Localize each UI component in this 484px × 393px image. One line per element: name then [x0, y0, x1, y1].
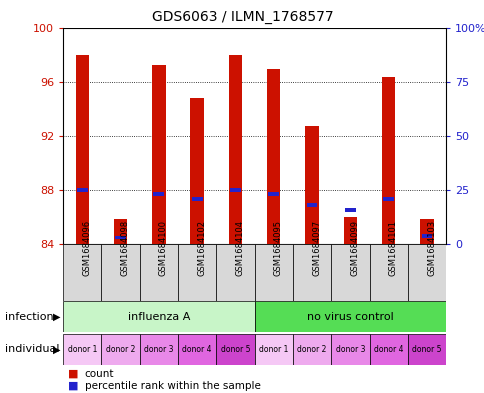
Text: GDS6063 / ILMN_1768577: GDS6063 / ILMN_1768577 [151, 10, 333, 24]
Text: GSM1684099: GSM1684099 [349, 220, 359, 276]
Bar [268, 193, 279, 196]
Text: GSM1684101: GSM1684101 [388, 220, 397, 276]
Bar [369, 334, 407, 365]
Bar [292, 334, 331, 365]
Bar [421, 234, 432, 238]
Bar [305, 126, 318, 244]
Text: donor 5: donor 5 [220, 345, 250, 354]
Text: percentile rank within the sample: percentile rank within the sample [85, 381, 260, 391]
Bar [191, 197, 202, 201]
Bar [306, 203, 317, 207]
Text: donor 3: donor 3 [335, 345, 364, 354]
Bar [178, 244, 216, 301]
Text: GSM1684098: GSM1684098 [120, 220, 129, 276]
Bar [344, 208, 355, 212]
Text: donor 5: donor 5 [411, 345, 441, 354]
Bar [76, 188, 88, 191]
Bar [153, 193, 164, 196]
Text: ▶: ▶ [53, 344, 60, 354]
Bar [381, 77, 394, 244]
Bar [63, 334, 101, 365]
Text: donor 3: donor 3 [144, 345, 173, 354]
Bar [331, 244, 369, 301]
Text: GSM1684103: GSM1684103 [426, 220, 435, 276]
Bar [152, 65, 165, 244]
Bar [254, 334, 292, 365]
Text: donor 2: donor 2 [297, 345, 326, 354]
Text: GSM1684096: GSM1684096 [82, 220, 91, 276]
Text: influenza A: influenza A [127, 312, 190, 322]
Text: ■: ■ [68, 381, 78, 391]
Bar [254, 244, 292, 301]
Bar [292, 244, 331, 301]
Text: count: count [85, 369, 114, 379]
Bar [228, 55, 242, 244]
Bar [343, 217, 356, 244]
Bar [63, 301, 254, 332]
Text: ▶: ▶ [53, 312, 60, 322]
Text: no virus control: no virus control [306, 312, 393, 322]
Bar [76, 55, 89, 244]
Bar [190, 98, 203, 244]
Text: donor 4: donor 4 [182, 345, 212, 354]
Bar [420, 219, 433, 244]
Bar [229, 188, 241, 192]
Text: GSM1684097: GSM1684097 [312, 220, 320, 276]
Bar [267, 70, 280, 244]
Bar [216, 334, 254, 365]
Bar [382, 197, 393, 201]
Bar [178, 334, 216, 365]
Text: individual: individual [5, 344, 59, 354]
Text: donor 1: donor 1 [67, 345, 97, 354]
Bar [216, 244, 254, 301]
Text: donor 2: donor 2 [106, 345, 135, 354]
Bar [139, 334, 178, 365]
Text: GSM1684102: GSM1684102 [197, 220, 206, 276]
Bar [407, 244, 445, 301]
Text: GSM1684095: GSM1684095 [273, 220, 282, 276]
Bar [369, 244, 407, 301]
Bar [63, 244, 101, 301]
Bar [139, 244, 178, 301]
Bar [331, 334, 369, 365]
Bar [114, 219, 127, 244]
Bar [101, 244, 139, 301]
Text: donor 4: donor 4 [373, 345, 403, 354]
Text: donor 1: donor 1 [258, 345, 288, 354]
Bar [115, 236, 126, 239]
Bar [101, 334, 139, 365]
Text: infection: infection [5, 312, 53, 322]
Text: GSM1684100: GSM1684100 [158, 220, 167, 276]
Bar [254, 301, 445, 332]
Bar [407, 334, 445, 365]
Text: ■: ■ [68, 369, 78, 379]
Text: GSM1684104: GSM1684104 [235, 220, 244, 276]
